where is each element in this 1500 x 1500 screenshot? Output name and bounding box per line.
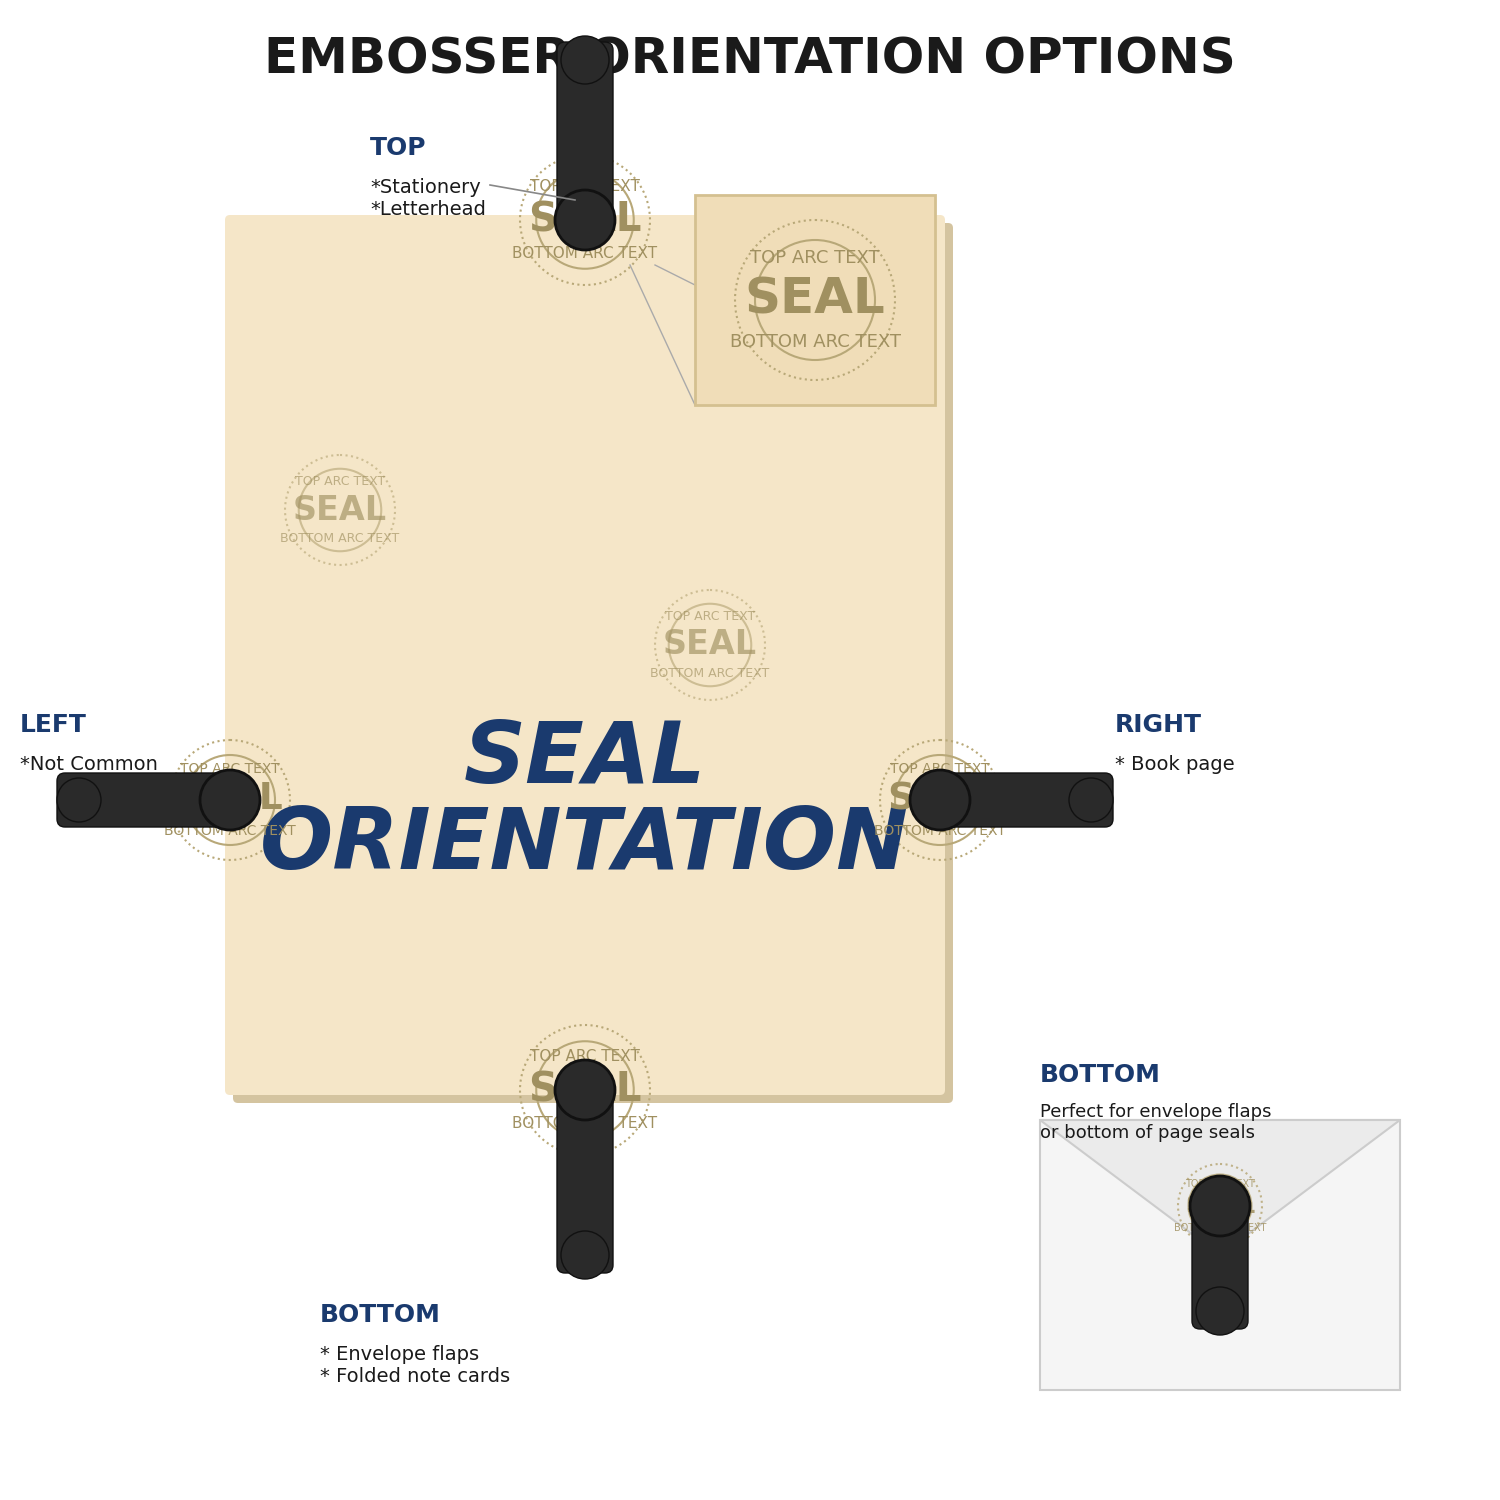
- Text: TOP ARC TEXT: TOP ARC TEXT: [180, 762, 280, 776]
- Text: TOP ARC TEXT: TOP ARC TEXT: [1185, 1179, 1256, 1190]
- FancyBboxPatch shape: [1192, 1198, 1248, 1329]
- Text: SEAL: SEAL: [464, 718, 706, 801]
- Circle shape: [555, 1060, 615, 1120]
- Circle shape: [1196, 1287, 1243, 1335]
- FancyBboxPatch shape: [694, 195, 934, 405]
- Circle shape: [561, 1232, 609, 1280]
- Text: TOP: TOP: [370, 136, 426, 160]
- Circle shape: [57, 778, 100, 822]
- Circle shape: [1070, 778, 1113, 822]
- Text: SEAL: SEAL: [528, 1070, 642, 1110]
- FancyBboxPatch shape: [932, 772, 1113, 826]
- Text: SEAL: SEAL: [886, 782, 993, 818]
- Text: BOTTOM: BOTTOM: [320, 1304, 441, 1328]
- Text: ORIENTATION: ORIENTATION: [261, 804, 909, 886]
- Circle shape: [555, 190, 615, 250]
- Text: SEAL: SEAL: [663, 628, 758, 662]
- Text: SEAL: SEAL: [177, 782, 284, 818]
- FancyBboxPatch shape: [225, 214, 945, 1095]
- Text: TOP ARC TEXT: TOP ARC TEXT: [296, 476, 386, 488]
- Circle shape: [910, 770, 970, 830]
- Text: BOTTOM ARC TEXT: BOTTOM ARC TEXT: [164, 824, 296, 839]
- Text: TOP ARC TEXT: TOP ARC TEXT: [530, 1048, 640, 1064]
- Text: BOTTOM ARC TEXT: BOTTOM ARC TEXT: [729, 333, 900, 351]
- Circle shape: [561, 36, 609, 84]
- Text: BOTTOM ARC TEXT: BOTTOM ARC TEXT: [651, 668, 770, 680]
- Text: TOP ARC TEXT: TOP ARC TEXT: [530, 178, 640, 194]
- Text: BOTTOM ARC TEXT: BOTTOM ARC TEXT: [513, 246, 657, 261]
- Text: TOP ARC TEXT: TOP ARC TEXT: [664, 610, 754, 622]
- Text: TOP ARC TEXT: TOP ARC TEXT: [750, 249, 880, 267]
- Polygon shape: [1040, 1120, 1400, 1256]
- Text: * Envelope flaps
* Folded note cards: * Envelope flaps * Folded note cards: [320, 1346, 510, 1386]
- Text: SEAL: SEAL: [528, 200, 642, 240]
- Text: BOTTOM ARC TEXT: BOTTOM ARC TEXT: [280, 532, 399, 544]
- Text: SEAL: SEAL: [744, 276, 885, 324]
- FancyBboxPatch shape: [556, 1082, 614, 1274]
- Text: LEFT: LEFT: [20, 712, 87, 736]
- Text: BOTTOM ARC TEXT: BOTTOM ARC TEXT: [874, 824, 1007, 839]
- Text: BOTTOM ARC TEXT: BOTTOM ARC TEXT: [1174, 1222, 1266, 1233]
- FancyBboxPatch shape: [232, 224, 952, 1102]
- Text: TOP ARC TEXT: TOP ARC TEXT: [890, 762, 990, 776]
- Circle shape: [200, 770, 260, 830]
- FancyBboxPatch shape: [1040, 1120, 1400, 1390]
- Text: *Stationery
*Letterhead: *Stationery *Letterhead: [370, 178, 486, 219]
- Text: * Book page: * Book page: [1114, 754, 1234, 774]
- Text: RIGHT: RIGHT: [1114, 712, 1202, 736]
- Text: *Not Common: *Not Common: [20, 754, 158, 774]
- FancyBboxPatch shape: [556, 42, 614, 228]
- Text: Perfect for envelope flaps
or bottom of page seals: Perfect for envelope flaps or bottom of …: [1040, 1102, 1272, 1142]
- Circle shape: [1190, 1176, 1250, 1236]
- Text: SEAL: SEAL: [292, 494, 387, 526]
- Text: BOTTOM ARC TEXT: BOTTOM ARC TEXT: [513, 1116, 657, 1131]
- Text: EMBOSSER ORIENTATION OPTIONS: EMBOSSER ORIENTATION OPTIONS: [264, 36, 1236, 84]
- Text: BOTTOM: BOTTOM: [1040, 1064, 1161, 1088]
- FancyBboxPatch shape: [57, 772, 238, 826]
- Text: SEAL: SEAL: [1185, 1194, 1256, 1218]
